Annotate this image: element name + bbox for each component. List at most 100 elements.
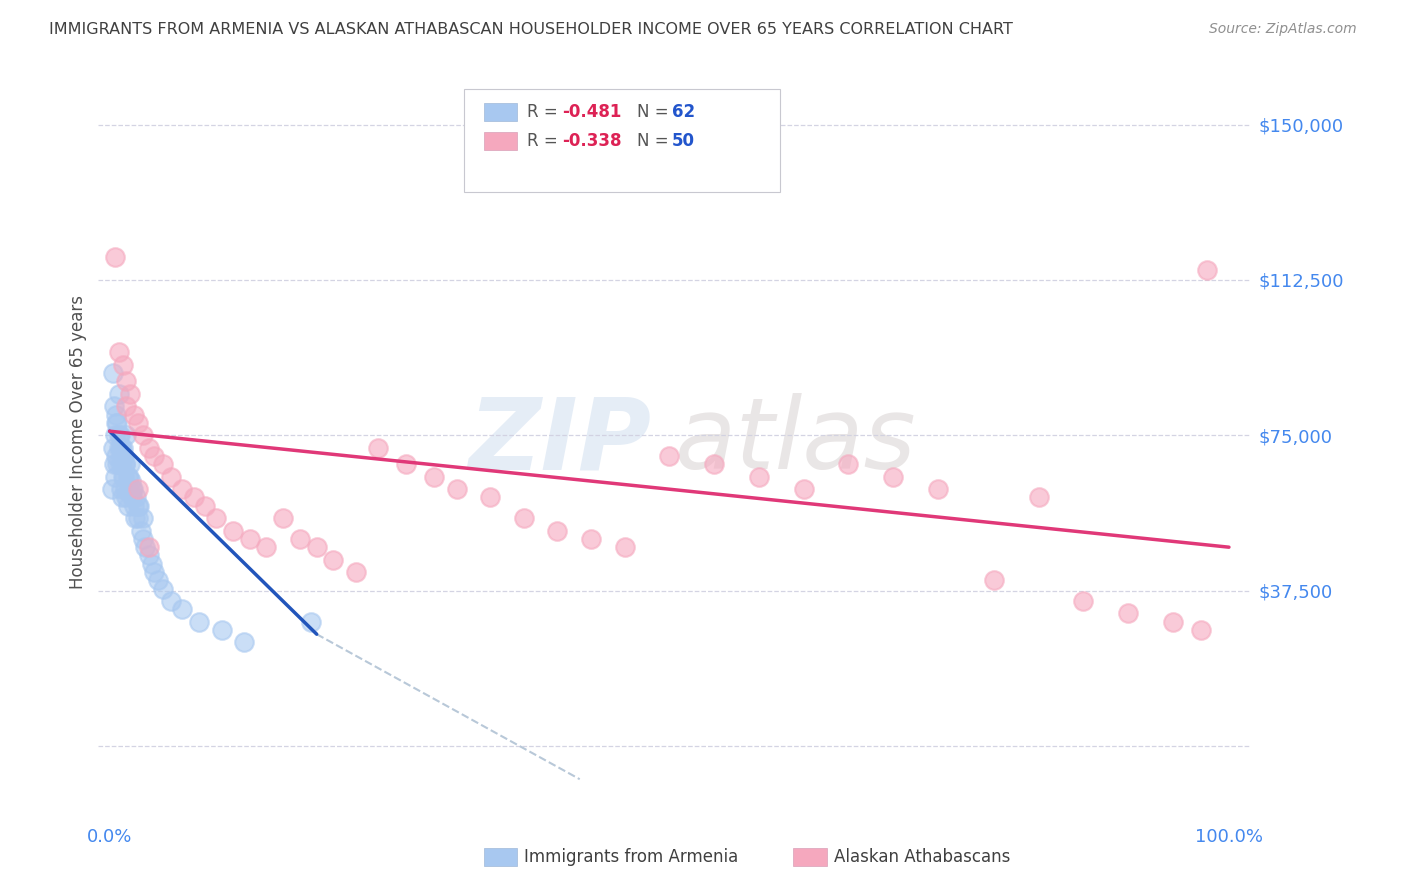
Point <box>115 428 138 442</box>
Point <box>299 615 322 629</box>
Point <box>101 482 124 496</box>
Point <box>104 428 127 442</box>
Point <box>108 458 131 472</box>
Point <box>127 511 149 525</box>
Point <box>160 469 183 483</box>
Point <box>101 366 124 380</box>
Point <box>194 499 217 513</box>
Point <box>344 565 367 579</box>
Point <box>118 387 141 401</box>
Text: N =: N = <box>637 132 673 150</box>
Point <box>110 482 132 496</box>
Point <box>395 458 418 472</box>
Point <box>288 532 311 546</box>
Point <box>254 540 277 554</box>
Point <box>127 499 149 513</box>
Point <box>613 540 636 554</box>
Text: -0.481: -0.481 <box>562 103 621 121</box>
Point <box>983 574 1005 588</box>
Point <box>118 458 141 472</box>
Point <box>305 540 328 554</box>
Text: ZIP: ZIP <box>468 393 652 490</box>
Point <box>703 458 725 472</box>
Point <box>232 635 254 649</box>
Point <box>103 400 125 414</box>
Point <box>1195 262 1218 277</box>
Point <box>117 469 139 483</box>
Text: -0.338: -0.338 <box>562 132 621 150</box>
Point <box>1116 607 1139 621</box>
Point <box>238 532 260 546</box>
Text: R =: R = <box>527 132 564 150</box>
Point <box>110 441 132 455</box>
Point <box>115 375 138 389</box>
Point <box>138 441 160 455</box>
Point <box>107 416 129 430</box>
Text: IMMIGRANTS FROM ARMENIA VS ALASKAN ATHABASCAN HOUSEHOLDER INCOME OVER 65 YEARS C: IMMIGRANTS FROM ARMENIA VS ALASKAN ATHAB… <box>49 22 1014 37</box>
Point <box>122 499 145 513</box>
Point <box>748 469 770 483</box>
Point <box>143 565 166 579</box>
Point <box>114 482 136 496</box>
Point <box>101 441 124 455</box>
Point <box>141 557 163 571</box>
Point <box>205 511 228 525</box>
Point <box>105 449 128 463</box>
Point <box>112 441 135 455</box>
Text: Alaskan Athabascans: Alaskan Athabascans <box>834 848 1010 866</box>
Point <box>107 345 129 359</box>
Point <box>107 428 129 442</box>
Point <box>322 552 344 566</box>
Point <box>117 482 139 496</box>
Point <box>121 482 143 496</box>
Point <box>114 458 136 472</box>
Point <box>103 458 125 472</box>
Point <box>546 524 568 538</box>
Point <box>108 428 131 442</box>
Point <box>111 491 134 505</box>
Point <box>122 408 145 422</box>
Point <box>117 469 139 483</box>
Point <box>172 482 194 496</box>
Point <box>107 458 129 472</box>
Point <box>117 499 139 513</box>
Text: 50: 50 <box>672 132 695 150</box>
Y-axis label: Householder Income Over 65 years: Householder Income Over 65 years <box>69 294 87 589</box>
Point <box>107 441 129 455</box>
Point <box>112 469 135 483</box>
Point <box>105 416 128 430</box>
Point <box>111 458 134 472</box>
Point <box>793 482 815 496</box>
Point <box>837 458 859 472</box>
Point <box>183 491 205 505</box>
Point <box>115 491 138 505</box>
Point <box>127 482 149 496</box>
Point <box>112 469 135 483</box>
Point <box>1073 594 1095 608</box>
Point <box>125 491 148 505</box>
Point <box>1189 623 1212 637</box>
Point <box>658 449 681 463</box>
Point <box>127 416 149 430</box>
Point <box>579 532 602 546</box>
Text: Immigrants from Armenia: Immigrants from Armenia <box>524 848 738 866</box>
Point <box>110 441 132 455</box>
Point <box>115 400 138 414</box>
Point <box>121 491 143 505</box>
Point <box>107 387 129 401</box>
Point <box>132 511 155 525</box>
Point <box>112 358 135 372</box>
Point <box>104 250 127 264</box>
Point <box>160 594 183 608</box>
Point <box>152 582 174 596</box>
Point <box>172 602 194 616</box>
Point <box>128 499 150 513</box>
Point <box>479 491 502 505</box>
Text: R =: R = <box>527 103 564 121</box>
Point <box>423 469 446 483</box>
Point <box>271 511 294 525</box>
Text: 62: 62 <box>672 103 695 121</box>
Point <box>927 482 949 496</box>
Point <box>112 449 135 463</box>
Point <box>132 428 155 442</box>
